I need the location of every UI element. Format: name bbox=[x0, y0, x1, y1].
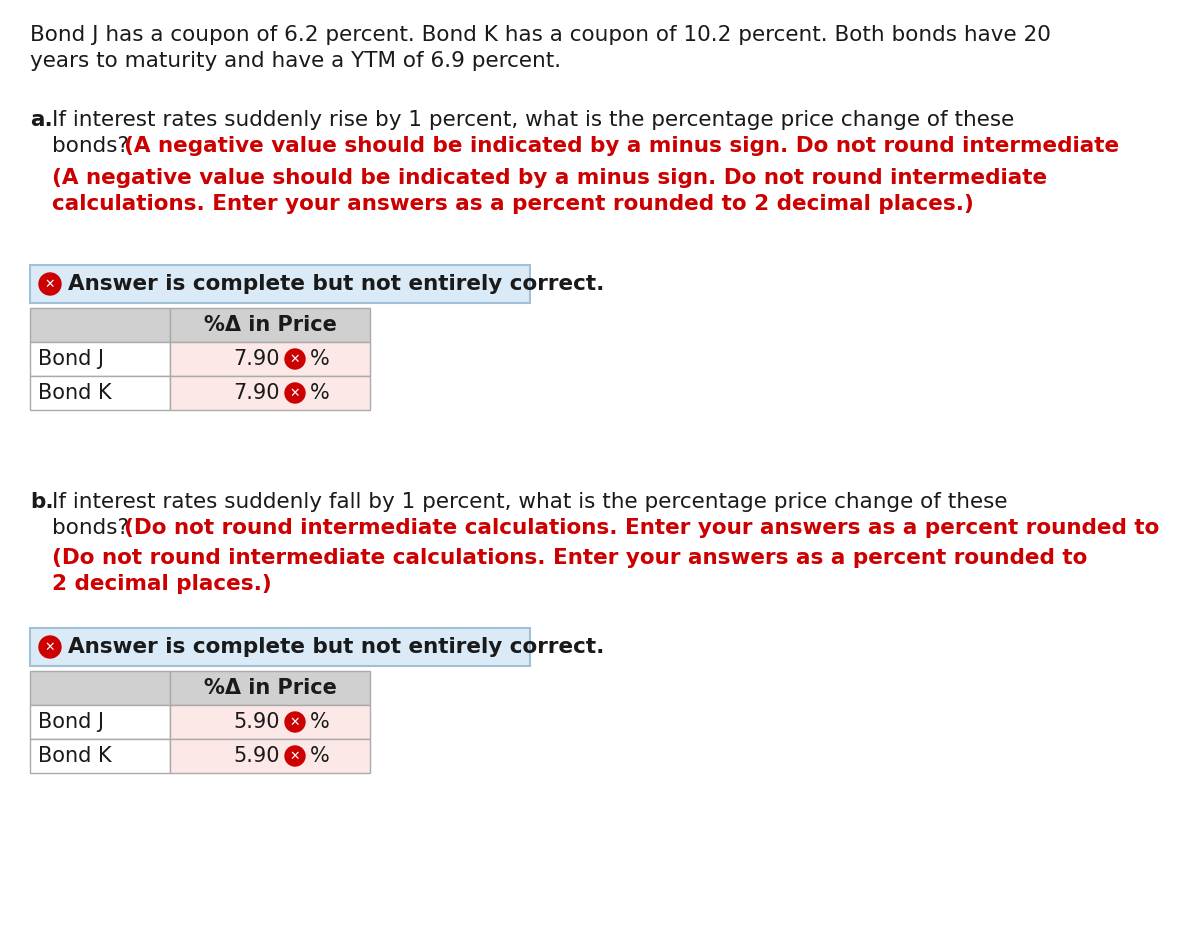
Text: %: % bbox=[310, 746, 330, 766]
Text: calculations. Enter your answers as a percent rounded to 2 decimal places.): calculations. Enter your answers as a pe… bbox=[52, 194, 974, 214]
Text: ✕: ✕ bbox=[45, 278, 56, 291]
Text: (A negative value should be indicated by a minus sign. Do not round intermediate: (A negative value should be indicated by… bbox=[124, 136, 1119, 156]
FancyBboxPatch shape bbox=[30, 342, 170, 376]
Text: 7.90: 7.90 bbox=[234, 383, 280, 403]
Text: ✕: ✕ bbox=[290, 386, 301, 400]
FancyBboxPatch shape bbox=[170, 308, 369, 342]
FancyBboxPatch shape bbox=[170, 739, 369, 773]
FancyBboxPatch shape bbox=[30, 308, 170, 342]
Text: 5.90: 5.90 bbox=[234, 746, 280, 766]
Text: %Δ in Price: %Δ in Price bbox=[203, 315, 336, 335]
Text: Answer is complete but not entirely correct.: Answer is complete but not entirely corr… bbox=[68, 637, 605, 657]
Text: (Do not round intermediate calculations. Enter your answers as a percent rounded: (Do not round intermediate calculations.… bbox=[124, 518, 1159, 538]
Text: Bond J has a coupon of 6.2 percent. Bond K has a coupon of 10.2 percent. Both bo: Bond J has a coupon of 6.2 percent. Bond… bbox=[30, 25, 1051, 45]
Text: Bond J: Bond J bbox=[38, 712, 105, 732]
Text: ✕: ✕ bbox=[290, 353, 301, 366]
Text: 7.90: 7.90 bbox=[234, 349, 280, 369]
Text: %: % bbox=[310, 712, 330, 732]
Text: If interest rates suddenly fall by 1 percent, what is the percentage price chang: If interest rates suddenly fall by 1 per… bbox=[52, 492, 1007, 512]
FancyBboxPatch shape bbox=[30, 628, 530, 666]
FancyBboxPatch shape bbox=[30, 705, 170, 739]
Circle shape bbox=[285, 349, 305, 369]
FancyBboxPatch shape bbox=[170, 705, 369, 739]
FancyBboxPatch shape bbox=[30, 376, 170, 410]
Text: Bond J: Bond J bbox=[38, 349, 105, 369]
Text: 5.90: 5.90 bbox=[234, 712, 280, 732]
Text: ✕: ✕ bbox=[290, 716, 301, 729]
Text: bonds?: bonds? bbox=[52, 518, 135, 538]
Text: 2 decimal places.): 2 decimal places.) bbox=[52, 574, 272, 594]
Text: %: % bbox=[310, 383, 330, 403]
FancyBboxPatch shape bbox=[30, 265, 530, 303]
FancyBboxPatch shape bbox=[170, 342, 369, 376]
Text: Answer is complete but not entirely correct.: Answer is complete but not entirely corr… bbox=[68, 274, 605, 294]
Text: b.: b. bbox=[30, 492, 53, 512]
Text: years to maturity and have a YTM of 6.9 percent.: years to maturity and have a YTM of 6.9 … bbox=[30, 51, 561, 71]
Circle shape bbox=[285, 746, 305, 766]
Text: %Δ in Price: %Δ in Price bbox=[203, 678, 336, 698]
FancyBboxPatch shape bbox=[170, 376, 369, 410]
Text: bonds?: bonds? bbox=[52, 136, 135, 156]
Text: (A negative value should be indicated by a minus sign. Do not round intermediate: (A negative value should be indicated by… bbox=[52, 168, 1047, 188]
Text: Bond K: Bond K bbox=[38, 746, 112, 766]
Text: (Do not round intermediate calculations. Enter your answers as a percent rounded: (Do not round intermediate calculations.… bbox=[52, 548, 1087, 568]
Circle shape bbox=[285, 712, 305, 732]
FancyBboxPatch shape bbox=[30, 671, 170, 705]
Text: a.: a. bbox=[30, 110, 52, 130]
Circle shape bbox=[39, 273, 61, 295]
Circle shape bbox=[39, 636, 61, 658]
FancyBboxPatch shape bbox=[170, 671, 369, 705]
Text: ✕: ✕ bbox=[45, 641, 56, 654]
FancyBboxPatch shape bbox=[30, 739, 170, 773]
Text: %: % bbox=[310, 349, 330, 369]
Text: If interest rates suddenly rise by 1 percent, what is the percentage price chang: If interest rates suddenly rise by 1 per… bbox=[52, 110, 1015, 130]
Circle shape bbox=[285, 383, 305, 403]
Text: Bond K: Bond K bbox=[38, 383, 112, 403]
Text: ✕: ✕ bbox=[290, 749, 301, 763]
